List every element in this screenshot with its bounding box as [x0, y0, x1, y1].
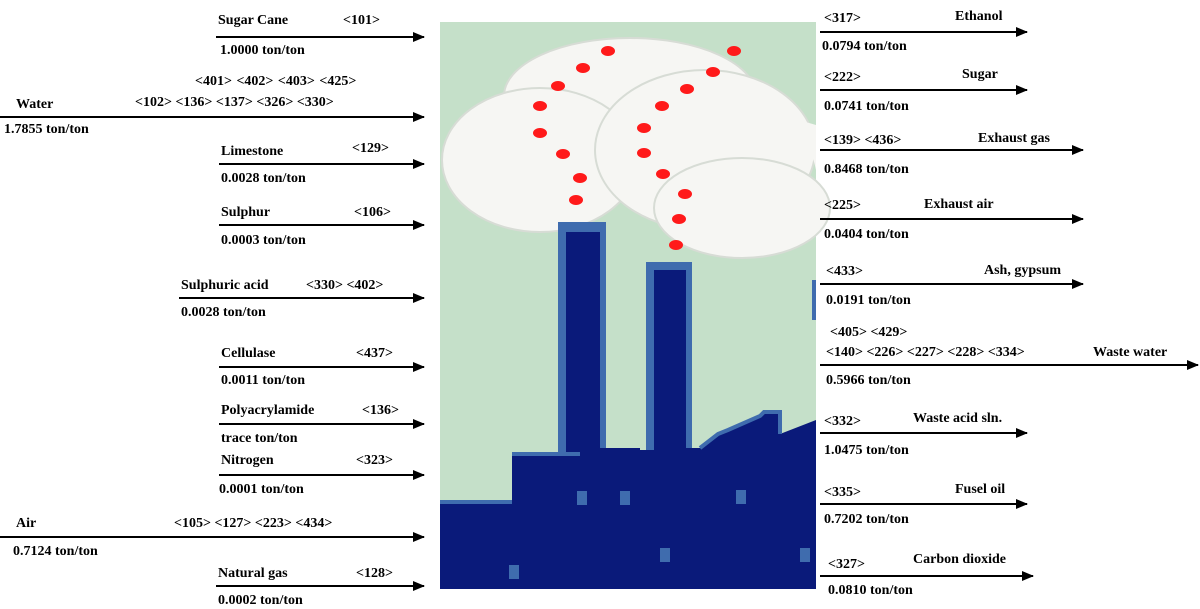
smoke-clouds: [441, 37, 831, 259]
input-name-sulphur: Sulphur: [221, 205, 271, 220]
smoke-particle: [569, 195, 583, 205]
input-rate-sulphuric: 0.0028 ton/ton: [181, 305, 266, 320]
output-name-ethanol: Ethanol: [955, 9, 1003, 24]
input-rate-naturalgas: 0.0002 ton/ton: [218, 593, 303, 608]
output-streams-fuseloil: <335>: [824, 485, 861, 500]
input-name-sugarcane: Sugar Cane: [218, 13, 289, 28]
input-rate-polyacrylamide: trace ton/ton: [221, 431, 298, 446]
output-streams-wastewater: <140> <226> <227> <228> <334>: [826, 345, 1025, 360]
input-streams-air: <105> <127> <223> <434>: [174, 516, 333, 531]
input-rate-sugarcane: 1.0000 ton/ton: [220, 43, 305, 58]
window: [800, 548, 810, 562]
input-streams-sugarcane: <101>: [343, 13, 380, 28]
input-name-cellulase: Cellulase: [221, 346, 276, 361]
input-rate-cellulase: 0.0011 ton/ton: [221, 373, 306, 388]
input-streams2-water: <401> <402> <403> <425>: [195, 74, 357, 89]
input-streams-polyacrylamide: <136>: [362, 403, 399, 418]
smoke-particle: [637, 148, 651, 158]
output-streams-co2: <327>: [828, 557, 865, 572]
output-name-co2: Carbon dioxide: [913, 552, 1006, 567]
output-rate-wastewater: 0.5966 ton/ton: [826, 373, 911, 388]
output-streams-ash: <433>: [826, 264, 863, 279]
smoke-particle: [556, 149, 570, 159]
smoke-particle: [672, 214, 686, 224]
output-name-sugar: Sugar: [962, 67, 998, 82]
smoke-particle: [551, 81, 565, 91]
output-rate-ethanol: 0.0794 ton/ton: [822, 39, 907, 54]
smoke-particle: [601, 46, 615, 56]
output-rate-wasteacid: 1.0475 ton/ton: [824, 443, 909, 458]
output-streams-sugar: <222>: [824, 70, 861, 85]
input-name-air: Air: [16, 516, 37, 531]
output-streams2-wastewater: <405> <429>: [830, 325, 908, 340]
smoke-particle: [727, 46, 741, 56]
smoke-particle: [576, 63, 590, 73]
output-rate-ash: 0.0191 ton/ton: [826, 293, 911, 308]
smoke-particle: [533, 101, 547, 111]
window: [660, 548, 670, 562]
smoke-particle: [669, 240, 683, 250]
window: [577, 491, 587, 505]
output-rate-sugar: 0.0741 ton/ton: [824, 99, 909, 114]
output-name-wastewater: Waste water: [1093, 345, 1168, 360]
input-streams-naturalgas: <128>: [356, 566, 393, 581]
input-streams-cellulase: <437>: [356, 346, 393, 361]
input-streams-sulphuric: <330> <402>: [306, 278, 384, 293]
smoke-particle: [656, 169, 670, 179]
output-name-wasteacid: Waste acid sln.: [913, 411, 1003, 426]
smoke-particle: [678, 189, 692, 199]
input-rate-water: 1.7855 ton/ton: [4, 122, 89, 137]
input-rate-nitrogen: 0.0001 ton/ton: [219, 482, 304, 497]
input-name-nitrogen: Nitrogen: [221, 453, 274, 468]
smoke-particle: [637, 123, 651, 133]
window: [509, 565, 519, 579]
input-name-naturalgas: Natural gas: [218, 566, 288, 581]
output-streams-ethanol: <317>: [824, 11, 861, 26]
smoke-particle: [533, 128, 547, 138]
output-rate-fuseloil: 0.7202 ton/ton: [824, 512, 909, 527]
input-name-limestone: Limestone: [221, 144, 284, 159]
smoke-particle: [655, 101, 669, 111]
input-rate-limestone: 0.0028 ton/ton: [221, 171, 306, 186]
input-streams-nitrogen: <323>: [356, 453, 393, 468]
smoke-particle: [706, 67, 720, 77]
input-name-polyacrylamide: Polyacrylamide: [221, 403, 315, 418]
input-streams-water: <102> <136> <137> <326> <330>: [135, 95, 334, 110]
input-name-water: Water: [16, 97, 54, 112]
input-rate-air: 0.7124 ton/ton: [13, 544, 98, 559]
output-rate-co2: 0.0810 ton/ton: [828, 583, 913, 598]
output-streams-exhaustgas: <139> <436>: [824, 133, 902, 148]
output-name-fuseloil: Fusel oil: [955, 482, 1006, 497]
output-name-exhaustair: Exhaust air: [924, 197, 994, 212]
output-name-exhaustgas: Exhaust gas: [978, 131, 1050, 146]
input-streams-limestone: <129>: [352, 141, 389, 156]
output-streams-wasteacid: <332>: [824, 414, 861, 429]
window: [736, 490, 746, 504]
input-name-sulphuric: Sulphuric acid: [181, 278, 269, 293]
factory-building: [440, 222, 816, 589]
output-rate-exhaustair: 0.0404 ton/ton: [824, 227, 909, 242]
smoke-cloud: [653, 157, 831, 259]
smoke-cloud: [770, 119, 816, 170]
output-streams-exhaustair: <225>: [824, 198, 861, 213]
smoke-particles: [533, 46, 741, 250]
window: [620, 491, 630, 505]
input-streams-sulphur: <106>: [354, 205, 391, 220]
output-rate-exhaustgas: 0.8468 ton/ton: [824, 162, 909, 177]
smoke-particle: [680, 84, 694, 94]
input-rate-sulphur: 0.0003 ton/ton: [221, 233, 306, 248]
output-name-ash: Ash, gypsum: [984, 263, 1062, 278]
smoke-particle: [573, 173, 587, 183]
